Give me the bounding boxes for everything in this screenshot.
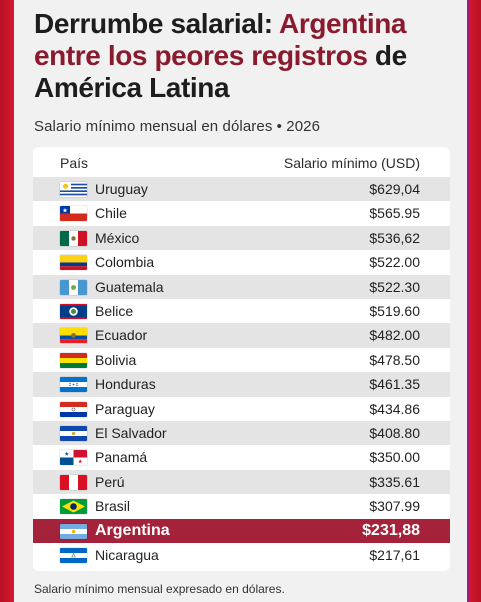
el-salvador-flag-icon — [60, 426, 87, 441]
chile-flag-icon — [60, 206, 87, 222]
table-row: Bolivia $478.50 — [33, 348, 450, 372]
country-name: Uruguay — [95, 181, 148, 197]
salary-value: $350.00 — [369, 449, 420, 466]
table-row: Uruguay $629,04 — [33, 177, 450, 202]
salary-value: $536,62 — [369, 229, 420, 246]
salary-value: $307.99 — [369, 498, 420, 515]
salary-value: $335.61 — [369, 473, 420, 490]
table-row: El Salvador $408.80 — [33, 421, 450, 446]
headline-part2: de América Latina — [34, 40, 407, 103]
guatemala-flag-icon — [60, 279, 87, 295]
footnote: Salario mínimo mensual expresado en dóla… — [34, 582, 285, 596]
country-name: Guatemala — [95, 278, 164, 295]
bolivia-flag-icon — [60, 352, 87, 368]
salary-value: $482.00 — [369, 327, 420, 344]
salary-value: $408.80 — [369, 425, 420, 441]
country-name: Panamá — [95, 449, 148, 466]
country-name: Chile — [95, 205, 127, 222]
salary-table: País Salario mínimo (USD) Uruguay $629,04… — [33, 147, 450, 571]
country-name: Colombia — [95, 254, 155, 271]
peru-flag-icon — [60, 474, 87, 490]
table-header: País Salario mínimo (USD) — [33, 147, 450, 177]
belize-flag-icon — [60, 304, 87, 319]
country-name: Perú — [95, 473, 125, 490]
country-name: Ecuador — [95, 327, 148, 344]
subtitle: Salario mínimo mensual en dólares • 2026 — [34, 118, 321, 135]
table-row: Argentina $231,88 — [33, 518, 450, 543]
country-name: Nicaragua — [95, 547, 159, 563]
honduras-flag-icon — [60, 377, 87, 393]
country-name: México — [95, 229, 140, 246]
brazil-flag-icon — [60, 499, 87, 515]
salary-value: $478.50 — [369, 351, 420, 368]
table-row: Colombia $522.00 — [33, 250, 450, 274]
salary-value: $522.00 — [369, 254, 420, 271]
table-row: Belice $519.60 — [33, 299, 450, 323]
nicaragua-flag-icon — [60, 548, 87, 563]
panama-flag-icon — [60, 450, 87, 466]
country-name: Bolivia — [95, 351, 137, 368]
table-row: Nicaragua $217,61 — [33, 543, 450, 567]
table-row: Ecuador $482.00 — [33, 323, 450, 348]
table-row: Guatemala $522.30 — [33, 274, 450, 299]
headline: Derrumbe salarial: Argentina entre los p… — [34, 8, 464, 104]
salary-value: $217,61 — [369, 547, 420, 563]
table-row: México $536,62 — [33, 225, 450, 251]
argentina-flag-icon — [60, 523, 87, 539]
salary-value: $519.60 — [369, 303, 420, 319]
salary-value: $565.95 — [369, 205, 420, 222]
table-row: Honduras $461.35 — [33, 372, 450, 397]
uruguay-flag-icon — [60, 182, 87, 197]
country-name: Brasil — [95, 498, 131, 515]
salary-value: $231,88 — [362, 521, 420, 539]
infographic-card: Derrumbe salarial: Argentina entre los p… — [14, 0, 467, 602]
country-name: Belice — [95, 303, 134, 319]
paraguay-flag-icon — [60, 401, 87, 417]
country-name: El Salvador — [95, 425, 167, 441]
country-name: Honduras — [95, 376, 156, 393]
headline-accent: Argentina entre los peores registros — [34, 8, 407, 71]
ecuador-flag-icon — [60, 328, 87, 344]
salary-value: $629,04 — [369, 181, 420, 197]
country-name: Paraguay — [95, 400, 155, 417]
salary-value: $522.30 — [369, 278, 420, 295]
colombia-flag-icon — [60, 255, 87, 271]
header-country: País — [60, 155, 89, 171]
border-stripe — [467, 0, 469, 602]
salary-value: $461.35 — [369, 376, 420, 393]
headline-part1: Derrumbe salarial: — [34, 8, 280, 39]
mexico-flag-icon — [60, 230, 87, 246]
header-salary: Salario mínimo (USD) — [283, 155, 420, 171]
salary-value: $434.86 — [369, 400, 420, 417]
table-row: Chile $565.95 — [33, 201, 450, 225]
table-row: Perú $335.61 — [33, 469, 450, 495]
table-row: Brasil $307.99 — [33, 494, 450, 518]
country-name: Argentina — [95, 521, 170, 539]
table-row: Panamá $350.00 — [33, 445, 450, 469]
table-row: Paraguay $434.86 — [33, 397, 450, 421]
